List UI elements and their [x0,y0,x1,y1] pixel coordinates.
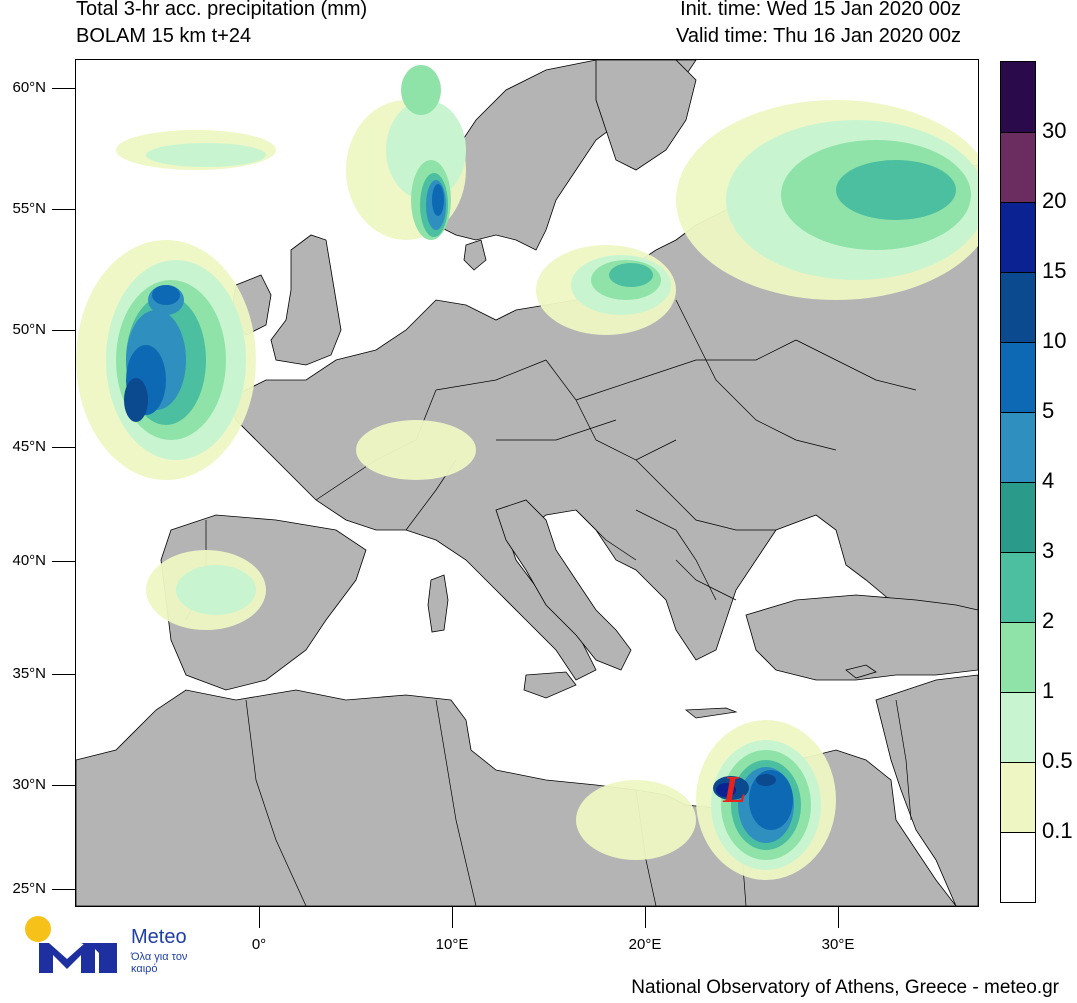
lon-tick [259,906,260,928]
denmark-land [463,239,487,271]
turkey-land [745,594,978,681]
model-label: BOLAM 15 km t+24 [76,25,252,47]
colorbar-label: 2 [1042,608,1055,633]
colorbar-label: 0.1 [1042,818,1073,843]
lat-tick [52,88,75,89]
lat-tick [52,674,75,675]
colorbar-label: 0.5 [1042,748,1073,773]
lon-tick [838,906,839,928]
footer-credit: National Observatory of Athens, Greece -… [631,977,1059,998]
precipitation-map: L [75,59,979,907]
lon-tick [645,906,646,928]
cyprus-land [845,664,877,679]
colorbar-label: 3 [1042,538,1055,563]
sicily-land [523,671,577,699]
lat-label-55: 55°N [12,200,46,217]
sardinia-land [427,574,449,633]
colorbar-swatch [1001,202,1035,272]
country-borders [185,299,917,906]
lon-label-0: 0° [251,936,267,953]
lat-label-35: 35°N [12,665,46,682]
colorbar-swatch [1001,272,1035,342]
colorbar-swatch [1001,412,1035,482]
init-time: Init. time: Wed 15 Jan 2020 00z [680,0,961,20]
colorbar-label: 15 [1042,258,1067,283]
colorbar-label: 5 [1042,398,1055,423]
colorbar-swatch [1001,132,1035,202]
colorbar-label: 10 [1042,328,1067,353]
lat-label-25: 25°N [12,880,46,897]
logo-tagline: Όλα για τον καιρό [131,951,188,975]
britain-land [270,234,342,366]
colorbar-swatch [1001,622,1035,692]
colorbar-swatch [1001,762,1035,832]
colorbar-swatch [1001,342,1035,412]
lat-tick [52,785,75,786]
finland-land [595,60,697,171]
valid-time: Valid time: Thu 16 Jan 2020 00z [676,25,961,47]
map-canvas: L [76,60,978,906]
lon-label-10: 10°E [435,936,469,953]
colorbar-label: 20 [1042,188,1067,213]
low-pressure-marker: L [722,769,746,811]
colorbar-label: 4 [1042,468,1055,493]
lon-label-20: 20°E [628,936,662,953]
chart-title: Total 3-hr acc. precipitation (mm) [76,0,368,20]
colorbar-label: 1 [1042,678,1055,703]
colorbar-swatch [1001,692,1035,762]
colorbar-swatch [1001,832,1035,902]
lat-label-30: 30°N [12,776,46,793]
lat-label-50: 50°N [12,321,46,338]
colorbar-swatch [1001,62,1035,132]
lon-label-30: 30°E [821,936,855,953]
crete-land [684,707,738,719]
meteo-m-sun-logo [25,916,117,973]
lat-tick [52,330,75,331]
colorbar-label: 30 [1042,118,1067,143]
lon-tick [452,906,453,928]
lat-tick [52,447,75,448]
lat-label-60: 60°N [12,79,46,96]
lat-label-40: 40°N [12,552,46,569]
precip-20 [716,783,736,797]
italy-land [495,499,632,671]
logo-name: Meteo [131,926,187,948]
lat-tick [52,889,75,890]
lat-tick [52,209,75,210]
lat-tick [52,561,75,562]
precipitation-colorbar [1000,61,1036,903]
colorbar-swatch [1001,482,1035,552]
lat-label-45: 45°N [12,438,46,455]
colorbar-swatch [1001,552,1035,622]
